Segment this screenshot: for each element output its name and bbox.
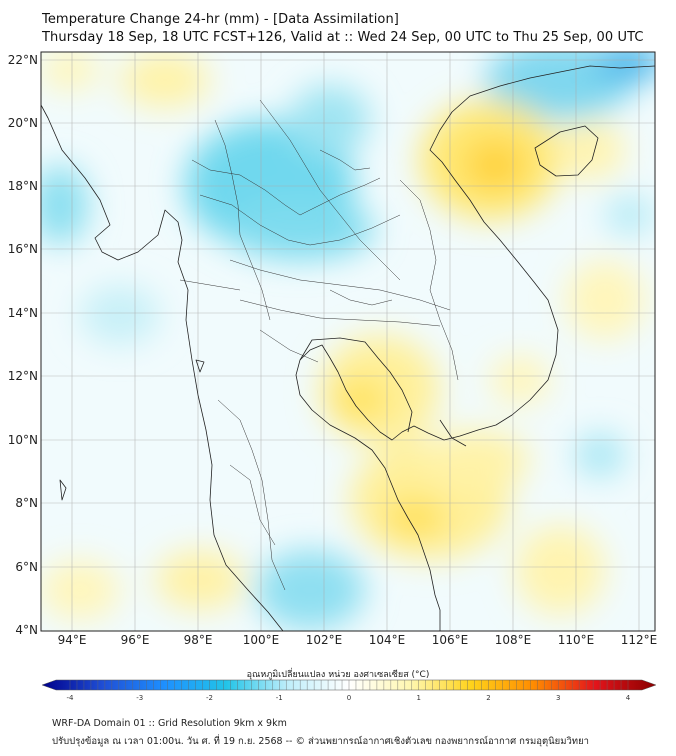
lon-tick-label: 94°E — [58, 633, 87, 647]
lat-tick-label: 6°N — [15, 560, 38, 574]
colorbar-tick-label: 3 — [556, 694, 560, 702]
lon-tick-label: 100°E — [243, 633, 280, 647]
coastlines — [41, 65, 655, 631]
lat-tick-label: 10°N — [8, 433, 38, 447]
lat-tick-label: 14°N — [8, 306, 38, 320]
colorbar-tick-label: 2 — [486, 694, 490, 702]
footer-credit: ปรับปรุงข้อมูล ณ เวลา 01:00น. วัน ศ. ที่… — [52, 736, 589, 747]
lon-tick-label: 98°E — [184, 633, 213, 647]
map-frame — [40, 51, 656, 632]
lat-tick-label: 8°N — [15, 496, 38, 510]
lon-tick-label: 112°E — [621, 633, 658, 647]
lat-tick-label: 16°N — [8, 242, 38, 256]
colorbar-tick-label: 0 — [347, 694, 351, 702]
colorbar: -4 -3 -2 -1 0 1 2 3 4 — [41, 679, 657, 702]
colorbar-tick-label: -3 — [136, 694, 143, 702]
lat-tick-label: 20°N — [8, 116, 38, 130]
colorbar-tick-label: -4 — [67, 694, 75, 702]
lon-tick-label: 104°E — [369, 633, 406, 647]
temperature-field — [41, 52, 655, 630]
lon-tick-label: 102°E — [306, 633, 343, 647]
map-subtitle: Thursday 18 Sep, 18 UTC FCST+126, Valid … — [42, 30, 644, 45]
lon-tick-label: 110°E — [558, 633, 595, 647]
colorbar-tick-label: 1 — [417, 694, 421, 702]
administrative-borders — [179, 99, 459, 591]
colorbar-tick-label: 4 — [626, 694, 631, 702]
latitude-ticks: 22°N 20°N 18°N 16°N 14°N 12°N 10°N 8°N 6… — [8, 53, 38, 637]
lon-tick-label: 96°E — [121, 633, 150, 647]
colorbar-tick-label: -1 — [276, 694, 283, 702]
map-title: Temperature Change 24-hr (mm) - [Data As… — [42, 12, 399, 27]
lon-tick-label: 106°E — [432, 633, 469, 647]
colorbar-tick-label: -2 — [206, 694, 213, 702]
lat-tick-label: 4°N — [15, 623, 38, 637]
graticule — [41, 52, 655, 631]
colorbar-label: อุณหภูมิเปลี่ยนแปลง หน่วย องศาเซลเซียส (… — [246, 670, 430, 680]
lat-tick-label: 22°N — [8, 53, 38, 67]
footer-model-info: WRF-DA Domain 01 :: Grid Resolution 9km … — [52, 718, 287, 729]
lon-tick-label: 108°E — [495, 633, 532, 647]
lat-tick-label: 12°N — [8, 369, 38, 383]
lat-tick-label: 18°N — [8, 179, 38, 193]
longitude-ticks: 94°E 96°E 98°E 100°E 102°E 104°E 106°E 1… — [58, 633, 658, 647]
